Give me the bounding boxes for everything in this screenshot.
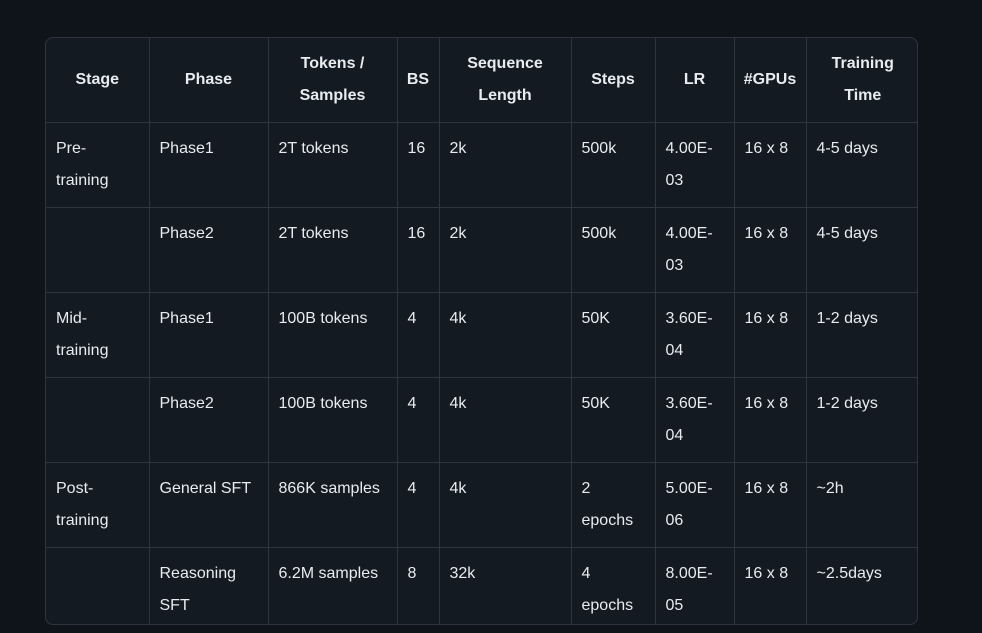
- cell-lr: 3.60E-04: [655, 377, 735, 463]
- cell-phase: Phase2: [149, 207, 269, 293]
- header-bs: BS: [397, 38, 440, 123]
- table-row: Pre-training Phase1 2T tokens 16 2k 500k…: [46, 122, 917, 208]
- cell-stage: [46, 377, 150, 463]
- cell-sequence-length: 2k: [439, 207, 572, 293]
- cell-sequence-length: 4k: [439, 462, 572, 548]
- table-row: Reasoning SFT 6.2M samples 8 32k 4 epoch…: [46, 547, 917, 624]
- cell-stage: [46, 547, 150, 624]
- cell-tokens-samples: 100B tokens: [268, 377, 398, 463]
- header-phase: Phase: [149, 38, 269, 123]
- cell-steps: 4 epochs: [571, 547, 656, 624]
- cell-gpus: 16 x 8: [734, 547, 807, 624]
- table-row: Post-training General SFT 866K samples 4…: [46, 462, 917, 548]
- cell-sequence-length: 4k: [439, 377, 572, 463]
- training-config-table: Stage Phase Tokens / Samples BS Sequence…: [46, 38, 917, 624]
- header-sequence-length: Sequence Length: [439, 38, 572, 123]
- cell-stage: [46, 207, 150, 293]
- cell-steps: 50K: [571, 377, 656, 463]
- cell-training-time: ~2h: [806, 462, 917, 548]
- table-header-row: Stage Phase Tokens / Samples BS Sequence…: [46, 38, 917, 123]
- cell-bs: 16: [397, 122, 440, 208]
- cell-tokens-samples: 2T tokens: [268, 207, 398, 293]
- header-steps: Steps: [571, 38, 656, 123]
- cell-bs: 8: [397, 547, 440, 624]
- cell-training-time: 4-5 days: [806, 122, 917, 208]
- header-tokens-samples: Tokens / Samples: [268, 38, 398, 123]
- header-training-time: Training Time: [806, 38, 917, 123]
- header-gpus: #GPUs: [734, 38, 807, 123]
- cell-gpus: 16 x 8: [734, 122, 807, 208]
- cell-stage: Mid-training: [46, 292, 150, 378]
- header-stage: Stage: [46, 38, 150, 123]
- cell-steps: 50K: [571, 292, 656, 378]
- cell-gpus: 16 x 8: [734, 462, 807, 548]
- cell-phase: Phase2: [149, 377, 269, 463]
- cell-stage: Pre-training: [46, 122, 150, 208]
- cell-lr: 8.00E-05: [655, 547, 735, 624]
- cell-tokens-samples: 100B tokens: [268, 292, 398, 378]
- header-lr: LR: [655, 38, 735, 123]
- cell-lr: 3.60E-04: [655, 292, 735, 378]
- cell-sequence-length: 2k: [439, 122, 572, 208]
- cell-tokens-samples: 2T tokens: [268, 122, 398, 208]
- cell-gpus: 16 x 8: [734, 377, 807, 463]
- cell-sequence-length: 4k: [439, 292, 572, 378]
- cell-training-time: 1-2 days: [806, 377, 917, 463]
- cell-tokens-samples: 866K samples: [268, 462, 398, 548]
- cell-sequence-length: 32k: [439, 547, 572, 624]
- cell-gpus: 16 x 8: [734, 207, 807, 293]
- training-config-table-container: Stage Phase Tokens / Samples BS Sequence…: [45, 37, 918, 625]
- cell-gpus: 16 x 8: [734, 292, 807, 378]
- cell-steps: 500k: [571, 122, 656, 208]
- cell-tokens-samples: 6.2M samples: [268, 547, 398, 624]
- cell-steps: 500k: [571, 207, 656, 293]
- cell-bs: 16: [397, 207, 440, 293]
- cell-steps: 2 epochs: [571, 462, 656, 548]
- table-row: Phase2 100B tokens 4 4k 50K 3.60E-04 16 …: [46, 377, 917, 463]
- cell-lr: 4.00E-03: [655, 122, 735, 208]
- cell-phase: Reasoning SFT: [149, 547, 269, 624]
- cell-bs: 4: [397, 462, 440, 548]
- table-row: Mid-training Phase1 100B tokens 4 4k 50K…: [46, 292, 917, 378]
- cell-phase: General SFT: [149, 462, 269, 548]
- cell-training-time: ~2.5days: [816, 565, 882, 582]
- cell-bs: 4: [397, 377, 440, 463]
- table-row: Phase2 2T tokens 16 2k 500k 4.00E-03 16 …: [46, 207, 917, 293]
- cell-phase: Phase1: [149, 122, 269, 208]
- cell-lr: 5.00E-06: [655, 462, 735, 548]
- cell-phase: Phase1: [149, 292, 269, 378]
- cell-training-time: 4-5 days: [806, 207, 917, 293]
- cell-lr: 4.00E-03: [655, 207, 735, 293]
- cell-stage: Post-training: [46, 462, 150, 548]
- cell-training-time: 1-2 days: [806, 292, 917, 378]
- cell-bs: 4: [397, 292, 440, 378]
